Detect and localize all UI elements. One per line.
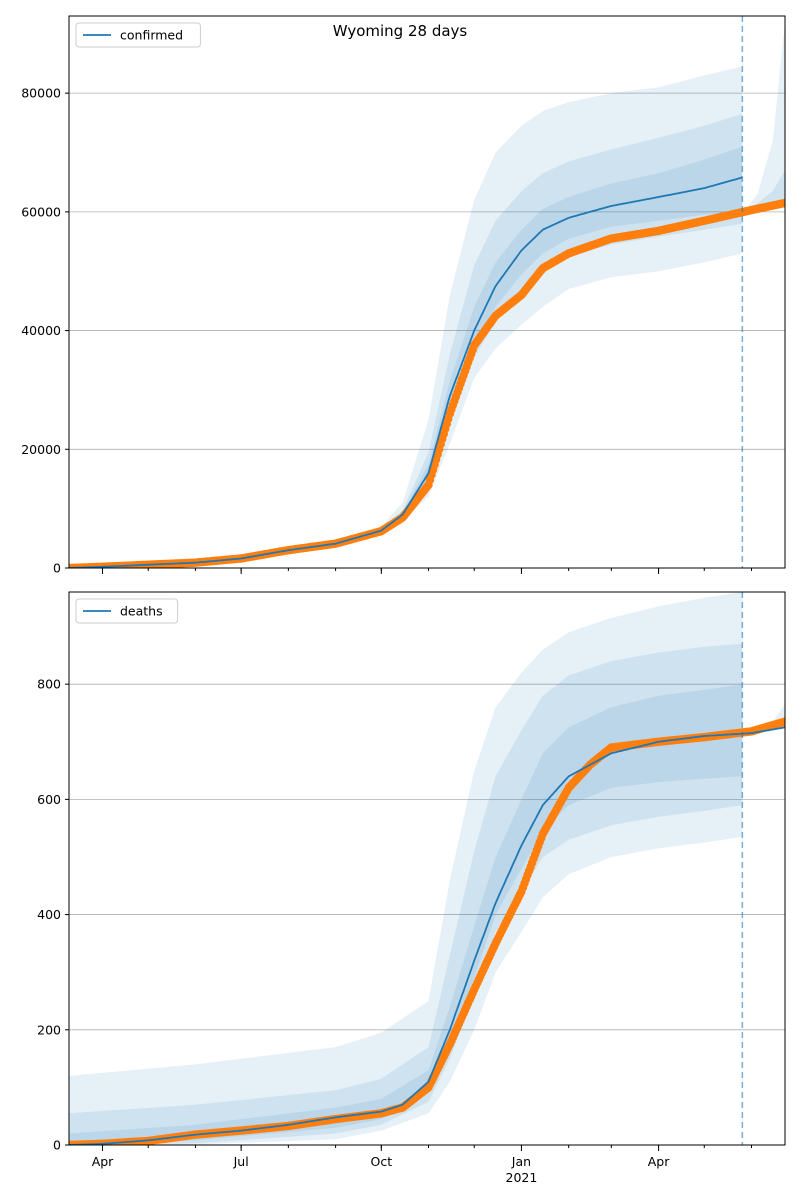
- y-tick-label: 400: [37, 907, 61, 922]
- x-year-label: 2021: [506, 1170, 538, 1185]
- legend: deaths: [75, 598, 179, 624]
- observed-point: [780, 717, 785, 726]
- legend-label: confirmed: [120, 28, 183, 43]
- y-tick-label: 80000: [21, 86, 61, 101]
- x-tick-label: Jan: [511, 1154, 531, 1169]
- y-tick-label: 0: [53, 1138, 61, 1153]
- axes-frame: [68, 591, 786, 1146]
- legend-label: deaths: [120, 604, 163, 619]
- band-inner: [69, 684, 743, 1145]
- chart-title: Wyoming 28 days: [332, 22, 468, 40]
- plot-area: [69, 21, 785, 568]
- panel-deaths: 0 200 400 600 800 Apr Jul Oct Jan Apr 2021 deaths: [37, 591, 786, 1185]
- y-tick-label: 600: [37, 792, 61, 807]
- panel-confirmed: 0 20000 40000 60000 80000 confirmed: [21, 15, 786, 576]
- band-forecast_outer: [742, 21, 785, 215]
- x-tick-label: Apr: [92, 1154, 114, 1169]
- band-middle: [381, 113, 743, 533]
- band-outer: [69, 592, 743, 1145]
- legend-box: [75, 598, 179, 624]
- series-line-confirmed: [69, 176, 743, 568]
- y-tick-label: 0: [53, 561, 61, 576]
- y-tick-label: 20000: [21, 442, 61, 457]
- x-tick-label: Apr: [648, 1154, 670, 1169]
- x-tick-label: Jul: [233, 1154, 249, 1169]
- x-tick-label: Oct: [370, 1154, 392, 1169]
- legend-box: [75, 22, 201, 48]
- band-outer: [381, 66, 743, 534]
- legend: confirmed: [75, 22, 201, 48]
- y-tick-label: 800: [37, 677, 61, 692]
- y-tick-label: 40000: [21, 323, 61, 338]
- series-line-deaths: [69, 726, 785, 1145]
- plot-area: [69, 592, 785, 1145]
- axes-frame: [68, 15, 786, 569]
- y-tick-label: 60000: [21, 204, 61, 219]
- y-tick-label: 200: [37, 1022, 61, 1037]
- band-middle: [69, 643, 743, 1145]
- observed-series: [69, 717, 785, 1145]
- observed-point: [780, 198, 785, 208]
